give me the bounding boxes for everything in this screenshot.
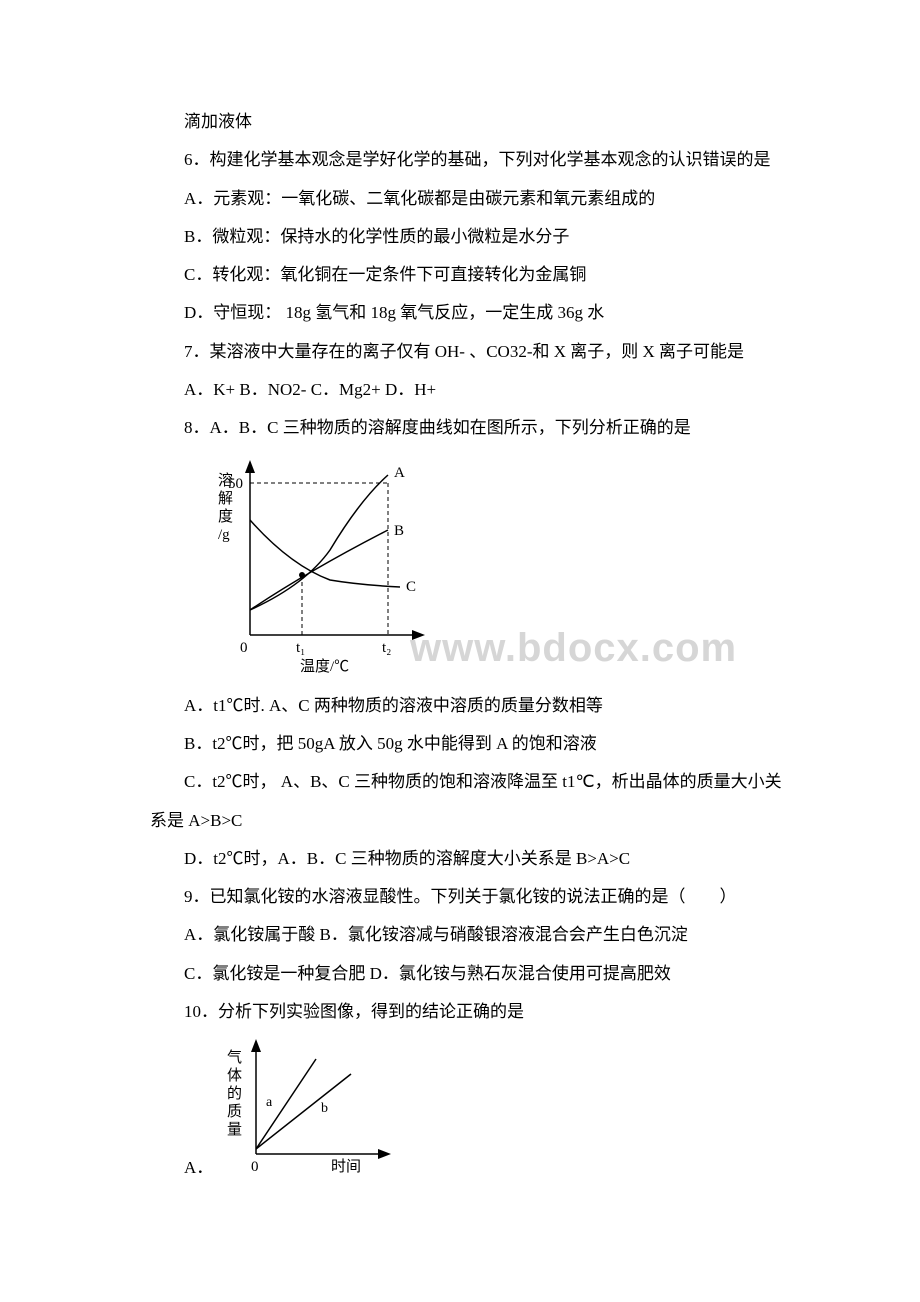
y-label-3: 度 <box>218 508 233 525</box>
y-label-4: /g <box>218 527 230 543</box>
question-10: 10．分析下列实验图像，得到的结论正确的是 <box>150 996 800 1028</box>
y-label-2: 体 <box>227 1067 242 1084</box>
options-7: A．K+ B．NO2- C．Mg2+ D．H+ <box>150 374 800 406</box>
origin-label: 0 <box>251 1159 259 1175</box>
option-6a: A．元素观：一氧化碳、二氧化碳都是由碳元素和氧元素组成的 <box>150 183 800 215</box>
option-8c-part1: C．t2℃时， A、B、C 三种物质的饱和溶液降温至 t1℃，析出晶体的质量大小… <box>150 766 800 798</box>
solubility-chart-svg: 溶 解 度 /g 50 A B C 0 t₁ t₂ 温度/℃ <box>210 455 510 680</box>
y-axis-arrow <box>245 460 255 473</box>
options-9ab: A．氯化铵属于酸 B．氯化铵溶减与硝酸银溶液混合会产生白色沉淀 <box>150 919 800 951</box>
option-8a: A．t1℃时. A、C 两种物质的溶液中溶质的质量分数相等 <box>150 690 800 722</box>
series-a-label: A <box>394 465 405 481</box>
x-axis-label: 时间 <box>331 1158 361 1175</box>
question-6: 6．构建化学基本观念是学好化学的基础，下列对化学基本观念的认识错误的是 <box>150 144 800 176</box>
solubility-chart: 溶 解 度 /g 50 A B C 0 t₁ t₂ 温度/℃ www.bdocx… <box>210 455 800 680</box>
series-b-label: b <box>321 1101 328 1116</box>
x-axis-label: 温度/℃ <box>300 658 349 675</box>
y-label-5: 量 <box>227 1122 242 1138</box>
y-label-4: 质 <box>227 1103 242 1120</box>
option-8c-part2: 系是 A>B>C <box>150 805 800 837</box>
document-page: 滴加液体 6．构建化学基本观念是学好化学的基础，下列对化学基本观念的认识错误的是… <box>0 0 920 1244</box>
y-axis-arrow <box>251 1039 261 1052</box>
x-axis-arrow <box>378 1149 391 1159</box>
options-9cd: C．氯化铵是一种复合肥 D．氯化铵与熟石灰混合使用可提高肥效 <box>150 958 800 990</box>
series-a-label: a <box>266 1095 273 1110</box>
x-tick-t1: t₁ <box>296 640 305 656</box>
option-6d: D．守恒现： 18g 氢气和 18g 氧气反应，一定生成 36g 水 <box>150 297 800 329</box>
y-tick-50: 50 <box>228 476 243 492</box>
series-c-label: C <box>406 579 416 595</box>
option-10a-label: A． <box>184 1152 213 1184</box>
text-line: 滴加液体 <box>150 106 800 138</box>
line-b <box>256 1074 351 1149</box>
y-label-3: 的 <box>227 1085 242 1102</box>
y-label-1: 气 <box>227 1049 242 1066</box>
line-a <box>256 1059 316 1149</box>
x-axis-arrow <box>412 630 425 640</box>
x-tick-t2: t₂ <box>382 640 391 656</box>
option-8b: B．t2℃时，把 50gA 放入 50g 水中能得到 A 的饱和溶液 <box>150 728 800 760</box>
option-10a-row: A． 气 体 的 质 量 a b 0 时间 <box>184 1034 800 1184</box>
question-7: 7．某溶液中大量存在的离子仅有 OH- 、CO32-和 X 离子，则 X 离子可… <box>150 336 800 368</box>
question-8: 8．A．B．C 三种物质的溶解度曲线如在图所示，下列分析正确的是 <box>150 412 800 444</box>
gas-mass-chart: 气 体 的 质 量 a b 0 时间 <box>221 1034 411 1184</box>
question-9: 9．已知氯化铵的水溶液显酸性。下列关于氯化铵的说法正确的是（ ） <box>150 881 800 913</box>
option-6b: B．微粒观：保持水的化学性质的最小微粒是水分子 <box>150 221 800 253</box>
curve-c <box>250 520 400 587</box>
curve-a <box>250 475 388 610</box>
origin-label: 0 <box>240 640 248 656</box>
y-label-2: 解 <box>218 490 233 507</box>
option-8d: D．t2℃时，A．B．C 三种物质的溶解度大小关系是 B>A>C <box>150 843 800 875</box>
intersection-point <box>299 572 305 578</box>
series-b-label: B <box>394 523 404 539</box>
option-6c: C．转化观：氧化铜在一定条件下可直接转化为金属铜 <box>150 259 800 291</box>
